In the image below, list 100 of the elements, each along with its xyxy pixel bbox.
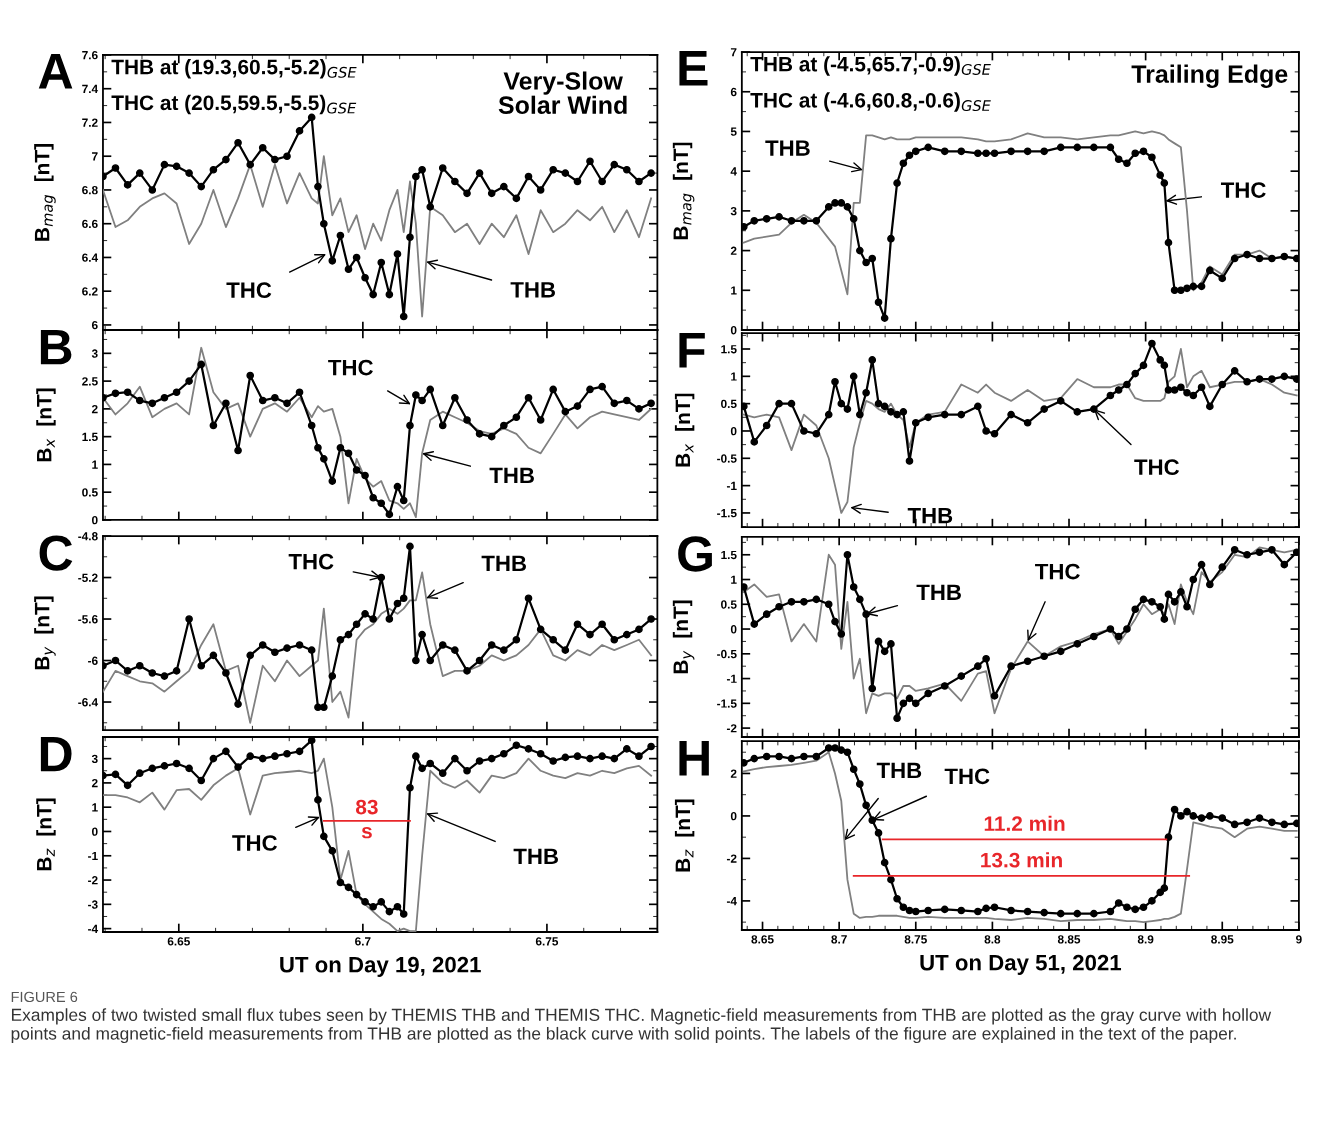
point xyxy=(1280,560,1289,569)
point xyxy=(598,177,606,186)
point xyxy=(258,143,267,152)
point xyxy=(911,418,920,427)
point xyxy=(1183,602,1191,611)
point xyxy=(812,216,821,225)
point xyxy=(905,457,914,465)
point xyxy=(1007,410,1015,419)
point xyxy=(1073,640,1082,648)
point xyxy=(1243,250,1251,259)
point xyxy=(982,654,990,663)
point xyxy=(1156,171,1165,179)
point xyxy=(1189,575,1198,584)
point xyxy=(197,661,206,670)
x-tick-label: 9 xyxy=(1296,935,1302,944)
point xyxy=(148,669,157,677)
point xyxy=(336,635,345,644)
point xyxy=(1073,909,1082,918)
annotation: THC xyxy=(1220,182,1266,198)
annotation: THB xyxy=(916,584,961,600)
point xyxy=(561,407,570,416)
y-tick-label: 6.8 xyxy=(82,185,98,195)
point xyxy=(940,905,949,914)
point xyxy=(361,610,369,618)
point xyxy=(148,186,157,194)
point xyxy=(500,749,508,758)
point xyxy=(849,215,858,223)
point xyxy=(775,213,783,221)
point xyxy=(295,388,304,397)
point xyxy=(222,747,230,756)
point xyxy=(1183,388,1191,397)
point xyxy=(148,399,157,408)
point xyxy=(1131,905,1140,914)
point xyxy=(775,602,783,611)
point xyxy=(361,471,369,480)
point xyxy=(412,752,420,761)
point xyxy=(957,147,966,156)
point xyxy=(160,672,169,680)
y-tick-label: -1.5 xyxy=(717,509,737,518)
point xyxy=(393,482,402,491)
point xyxy=(831,617,839,626)
y-tick-label: -5.6 xyxy=(78,615,98,624)
point xyxy=(1139,147,1148,156)
point xyxy=(622,745,631,753)
point xyxy=(837,199,846,207)
point xyxy=(185,169,193,177)
point xyxy=(271,155,279,164)
point xyxy=(893,410,901,419)
point xyxy=(874,399,883,408)
line-series xyxy=(102,155,653,318)
point xyxy=(924,413,933,422)
point xyxy=(868,254,877,263)
y-axis-title: B$_{x}$ [nT] xyxy=(36,388,56,462)
point xyxy=(172,759,181,768)
point xyxy=(800,752,808,761)
point xyxy=(957,672,966,680)
y-tick-label: 0 xyxy=(730,625,737,634)
point xyxy=(1268,545,1276,554)
point xyxy=(1114,386,1123,394)
point xyxy=(393,250,402,258)
point xyxy=(1123,159,1131,168)
point xyxy=(1280,372,1289,381)
point xyxy=(1189,391,1198,400)
point xyxy=(475,169,484,177)
point xyxy=(586,754,594,763)
point xyxy=(750,620,759,628)
point xyxy=(787,399,796,408)
point xyxy=(787,597,796,606)
point xyxy=(837,399,846,408)
point xyxy=(561,753,570,762)
point xyxy=(135,169,144,177)
y-axis-title: B$_{z}$ [nT] xyxy=(674,799,695,872)
chart-title: C xyxy=(39,535,73,571)
point xyxy=(561,169,570,177)
y-tick-label: 5 xyxy=(730,127,737,136)
point xyxy=(307,737,316,745)
point xyxy=(1206,812,1214,820)
y-tick-label: 0.5 xyxy=(721,399,737,409)
point xyxy=(1177,383,1185,392)
point xyxy=(393,599,402,608)
point xyxy=(856,246,864,255)
point xyxy=(1170,286,1179,295)
point xyxy=(911,147,920,156)
point xyxy=(246,371,255,380)
point xyxy=(197,360,206,369)
point xyxy=(635,177,643,186)
point xyxy=(1170,386,1179,394)
point xyxy=(762,610,771,619)
chart-title: B xyxy=(40,329,72,365)
point xyxy=(1040,908,1049,917)
y-axis-title: B$_{mag}$ [nT] xyxy=(672,142,695,240)
point xyxy=(1056,909,1065,918)
caption: FIGURE 6 xyxy=(11,991,78,1003)
point xyxy=(1170,597,1179,606)
point xyxy=(647,615,655,623)
y-tick-label: 0 xyxy=(92,827,98,836)
point xyxy=(385,290,394,299)
point xyxy=(911,699,920,708)
point xyxy=(111,164,120,172)
y-tick-label: 0 xyxy=(730,811,737,821)
